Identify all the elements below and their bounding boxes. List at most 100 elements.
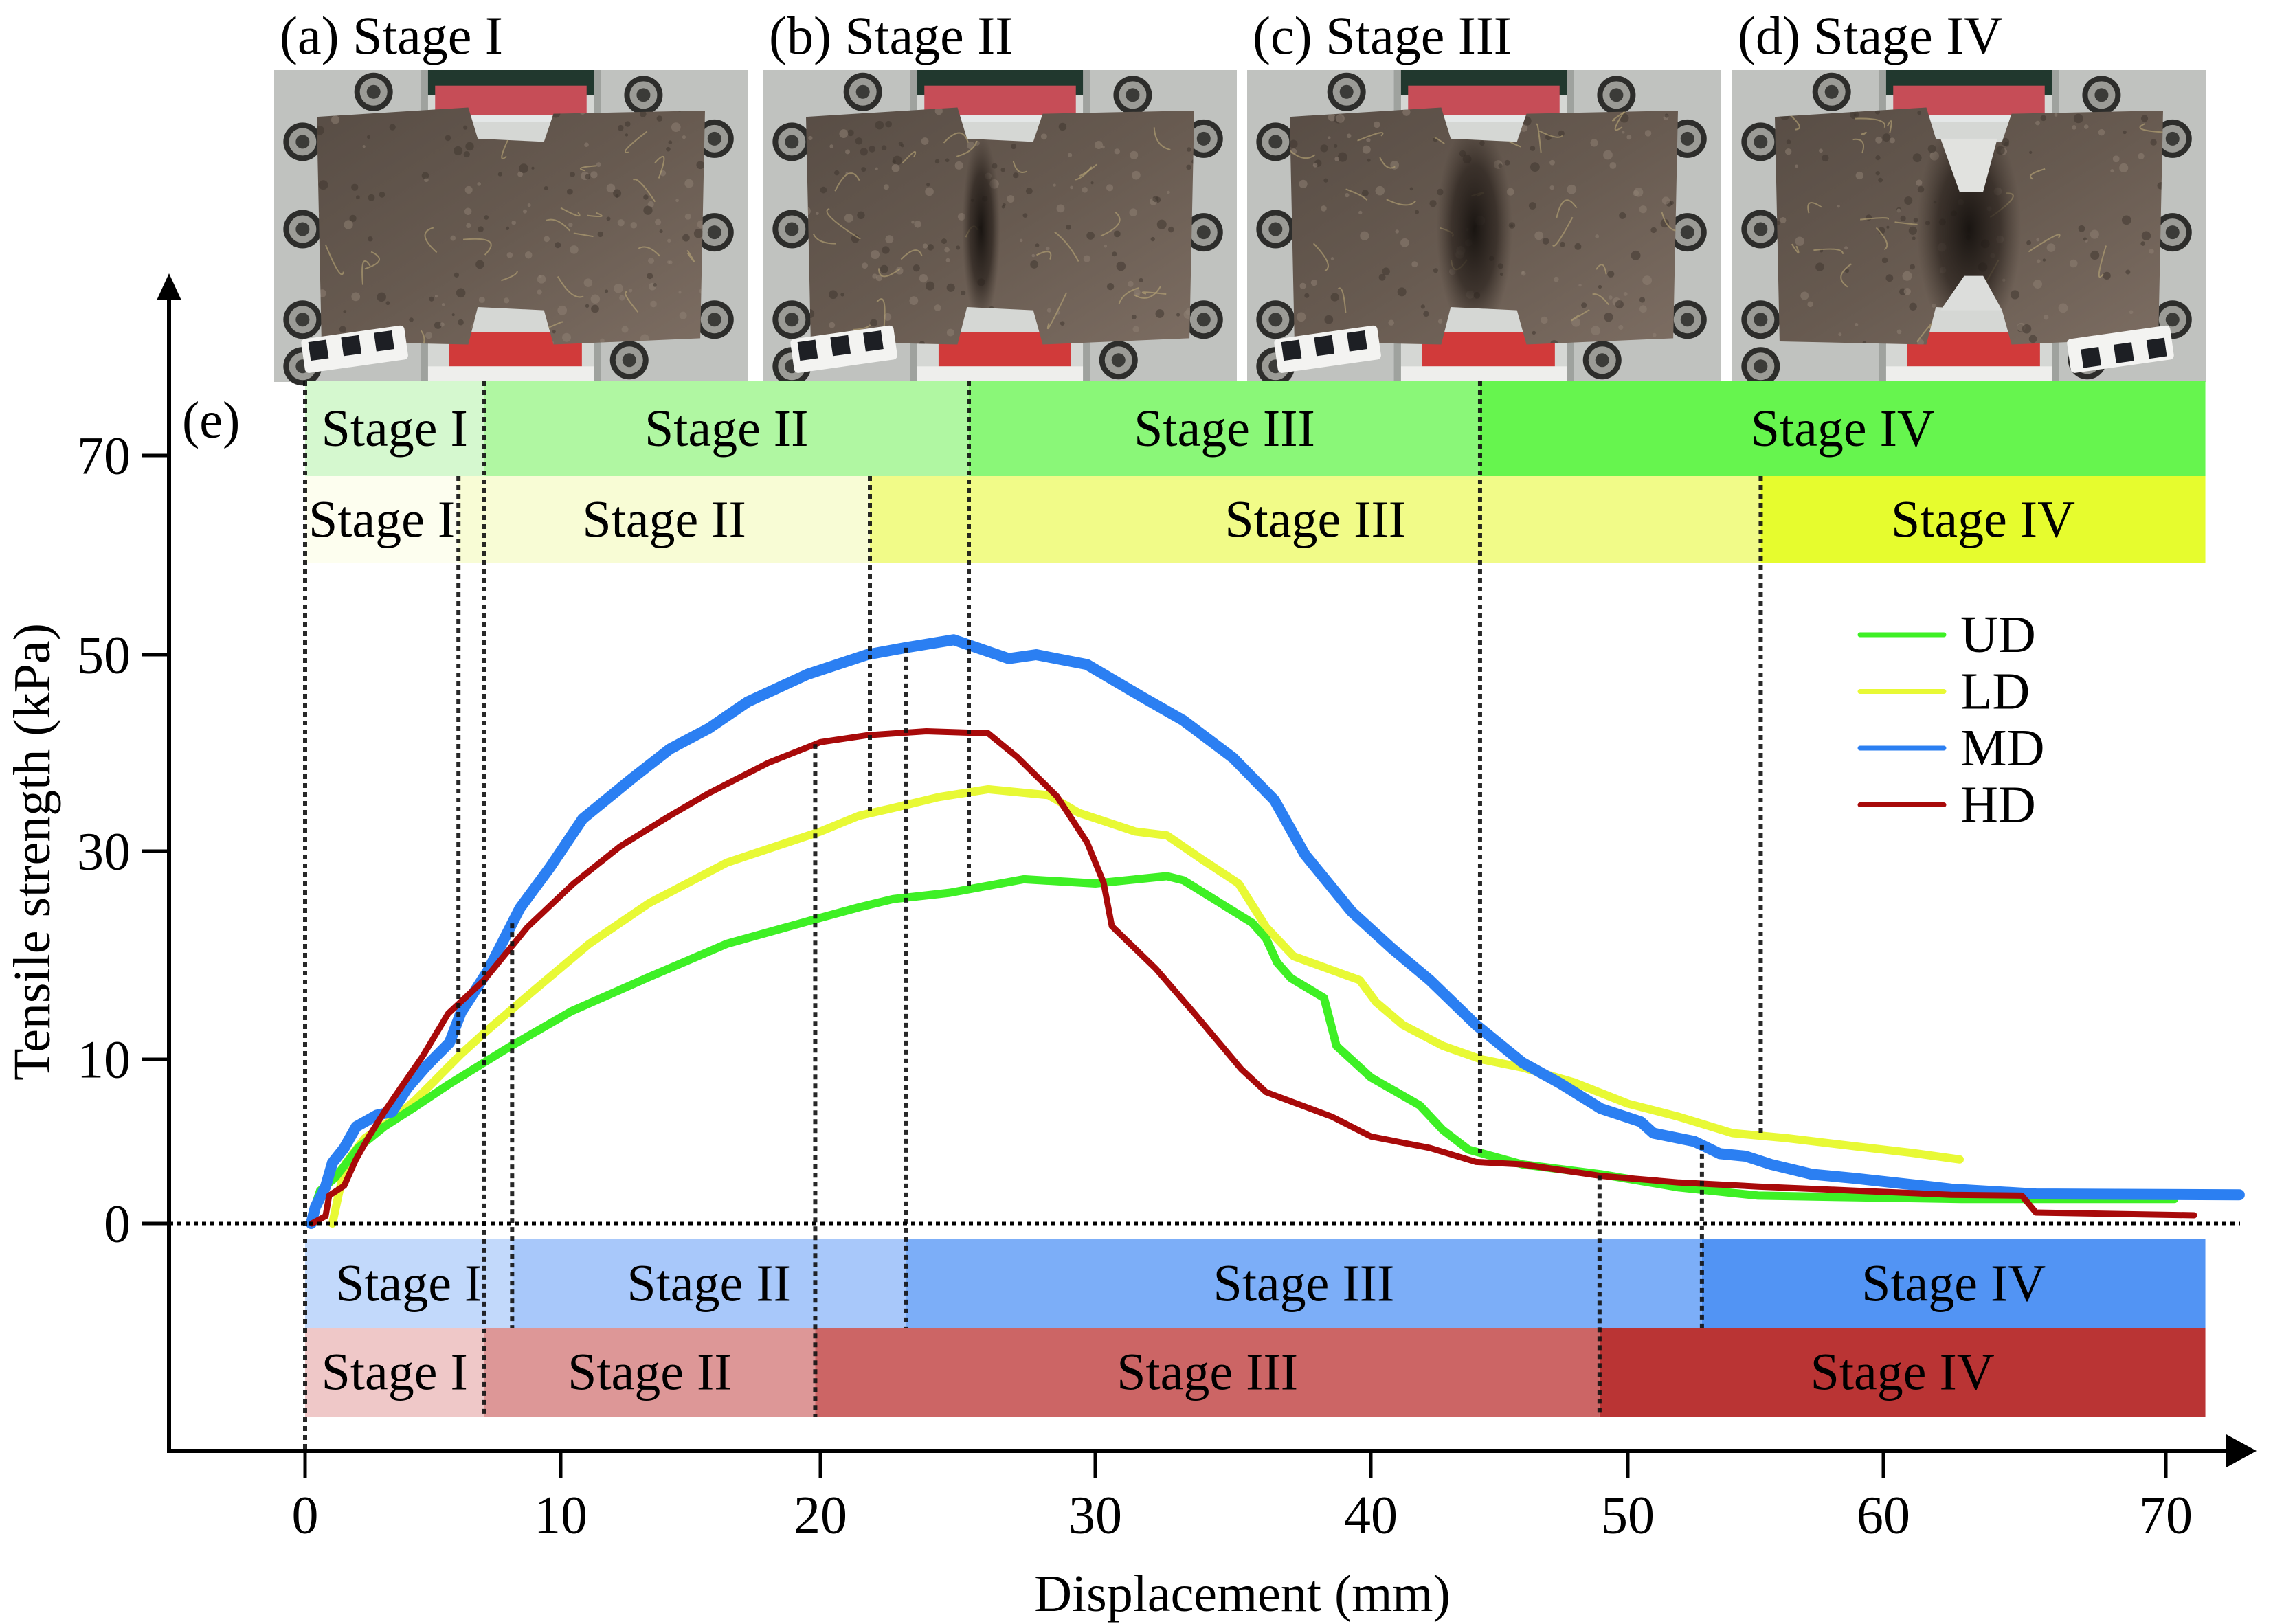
root-fiber xyxy=(853,324,871,330)
soil-speck xyxy=(511,220,516,225)
soil-speck xyxy=(643,194,649,200)
soil-speck xyxy=(1886,225,1890,229)
soil-speck xyxy=(815,212,819,215)
soil-speck xyxy=(883,184,889,190)
floor xyxy=(1883,366,2055,382)
stage-band-label: Stage I xyxy=(309,491,455,549)
soil-speck xyxy=(1375,185,1385,196)
root-fiber xyxy=(1345,188,1368,201)
soil-speck xyxy=(1083,255,1090,262)
soil-speck xyxy=(1875,171,1880,176)
scale-card-square xyxy=(341,335,362,357)
stage-band-segment xyxy=(870,476,1761,563)
soil-speck xyxy=(1598,284,1602,289)
soil-speck xyxy=(913,264,920,272)
y-tick-label: 30 xyxy=(77,822,131,881)
bolt-hole xyxy=(1754,222,1768,236)
root-fiber xyxy=(579,165,597,172)
legend-item-md: MD xyxy=(1857,719,2044,777)
soil-speck xyxy=(1334,144,1338,148)
soil-speck xyxy=(696,161,705,170)
root-fiber xyxy=(1596,264,1607,275)
soil-speck xyxy=(2083,237,2087,241)
stage-band-labels: Stage I Stage II Stage III Stage IV Stage I S… xyxy=(309,400,2075,1401)
bolt-hole xyxy=(295,222,310,236)
floor xyxy=(425,366,596,382)
root-fiber xyxy=(557,275,584,298)
soil-speck xyxy=(421,172,429,180)
photo-label: (c) Stage III xyxy=(1253,5,1512,65)
bolt-hole xyxy=(785,313,799,327)
stage-band-segment xyxy=(969,381,1480,476)
root-fiber xyxy=(654,155,665,179)
stage-band-segment xyxy=(1760,476,2206,563)
soil-speck xyxy=(1127,280,1134,287)
soil-speck xyxy=(862,262,868,269)
soil-speck xyxy=(1400,238,1409,247)
soil-speck xyxy=(1112,251,1117,257)
soil-speck xyxy=(820,186,827,194)
soil-speck xyxy=(441,303,445,306)
soil-speck xyxy=(503,297,510,304)
soil-speck xyxy=(855,137,863,145)
soil-speck xyxy=(1437,319,1443,324)
soil-speck xyxy=(621,326,629,333)
soil-speck xyxy=(1113,230,1121,238)
soil-speck xyxy=(1785,148,1792,155)
soil-speck xyxy=(519,163,528,173)
soil-speck xyxy=(647,273,653,280)
soil-speck xyxy=(1053,183,1056,187)
soil-speck xyxy=(583,278,593,287)
scale-card-square xyxy=(2146,337,2167,359)
soil-speck xyxy=(844,213,853,223)
root-fiber xyxy=(1840,263,1852,288)
soil-speck xyxy=(1433,268,1438,273)
soil-speck xyxy=(537,275,546,284)
root-fiber xyxy=(876,298,886,331)
soil-speck xyxy=(600,338,605,343)
soil-speck xyxy=(1035,243,1040,247)
legend-label: MD xyxy=(1960,719,2044,777)
soil-speck xyxy=(1104,244,1108,248)
soil-speck xyxy=(2129,310,2134,315)
soil-speck xyxy=(2110,169,2114,173)
soil-speck xyxy=(1603,150,1613,160)
bolt-hole xyxy=(785,135,799,149)
exposed-gap xyxy=(1940,275,2002,311)
soil-speck xyxy=(1082,187,1088,193)
soil-speck xyxy=(544,186,548,191)
soil-speck xyxy=(1131,314,1137,319)
soil-speck xyxy=(606,216,611,221)
soil-speck xyxy=(1360,231,1369,240)
soil-speck xyxy=(934,107,943,115)
soil-speck xyxy=(377,292,386,302)
soil-texture xyxy=(317,107,705,345)
photo-strip: (a) Stage I (b) Stage II (c) Stage III (d) … xyxy=(274,5,2206,386)
y-tick-label: 10 xyxy=(77,1030,131,1090)
bolt-hole xyxy=(2094,88,2109,102)
soil-speck xyxy=(678,291,682,294)
soil-speck xyxy=(1186,147,1191,152)
y-axis-title: Tensile strength (kPa) xyxy=(3,623,61,1081)
soil-speck xyxy=(671,122,681,133)
soil-speck xyxy=(1574,243,1582,250)
soil-speck xyxy=(1366,137,1371,143)
soil-speck xyxy=(860,148,868,156)
soil-speck xyxy=(552,330,556,334)
soil-speck xyxy=(454,272,460,278)
stage-band-label: Stage I xyxy=(322,1344,468,1401)
soil-speck xyxy=(1534,231,1543,240)
soil-speck xyxy=(568,222,573,227)
soil-speck xyxy=(1290,139,1298,148)
soil-speck xyxy=(585,304,590,308)
soil-speck xyxy=(2073,113,2083,124)
soil-speck xyxy=(875,120,884,130)
root-fiber xyxy=(1813,248,1844,254)
soil-speck xyxy=(875,167,878,170)
root-fiber xyxy=(1860,217,1889,221)
floor xyxy=(915,366,1086,382)
stage-band-label: Stage I xyxy=(335,1255,482,1313)
soil-speck xyxy=(351,292,361,302)
root-fiber xyxy=(1570,308,1590,322)
soil-speck xyxy=(1889,137,1895,144)
